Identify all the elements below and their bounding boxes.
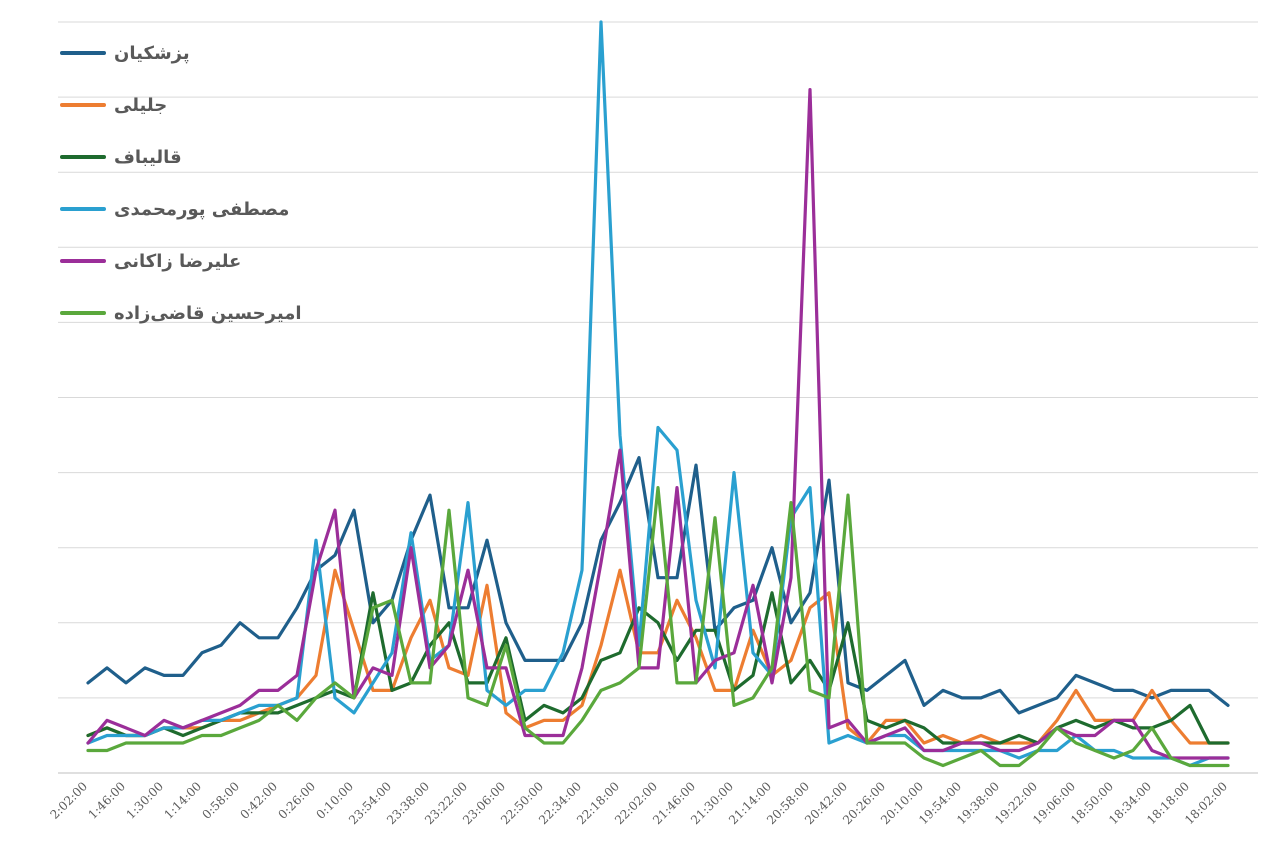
legend-swatch [60, 311, 106, 315]
legend-label: جلیلی [114, 94, 168, 116]
legend-swatch [60, 51, 106, 55]
series-line-1 [86, 456, 1230, 715]
legend-label: پزشکیان [114, 42, 190, 64]
legend-swatch [60, 103, 106, 107]
x-tick-label: 1:46:00 [86, 779, 129, 822]
x-tick-label: 0:42:00 [238, 779, 281, 822]
legend-swatch [60, 259, 106, 263]
x-axis-tick-labels: 2:02:001:46:001:30:001:14:000:58:000:42:… [48, 779, 1231, 827]
legend-label: قالیباف [114, 146, 182, 168]
x-tick-label: 1:30:00 [124, 779, 167, 822]
x-tick-label: 0:58:00 [200, 779, 243, 822]
legend-item: امیرحسین قاضی‌زاده [60, 298, 304, 328]
series-line-5 [86, 87, 1230, 760]
x-tick-label: 1:14:00 [162, 779, 205, 822]
x-tick-label: 0:26:00 [276, 779, 319, 822]
series-lines [86, 20, 1230, 768]
series-line-6 [86, 486, 1230, 768]
legend-label: امیرحسین قاضی‌زاده [114, 302, 302, 324]
legend-item: پزشکیان [60, 38, 192, 68]
legend-item: جلیلی [60, 90, 169, 120]
legend-label: علیرضا زاکانی [114, 250, 242, 272]
legend-item: مصطفی پورمحمدی [60, 194, 291, 224]
legend-label: مصطفی پورمحمدی [114, 198, 290, 220]
legend-item: قالیباف [60, 142, 184, 172]
legend-item: علیرضا زاکانی [60, 246, 243, 276]
x-tick-label: 2:02:00 [48, 779, 91, 822]
legend-swatch [60, 155, 106, 159]
legend-swatch [60, 207, 106, 211]
gridlines [58, 21, 1258, 774]
